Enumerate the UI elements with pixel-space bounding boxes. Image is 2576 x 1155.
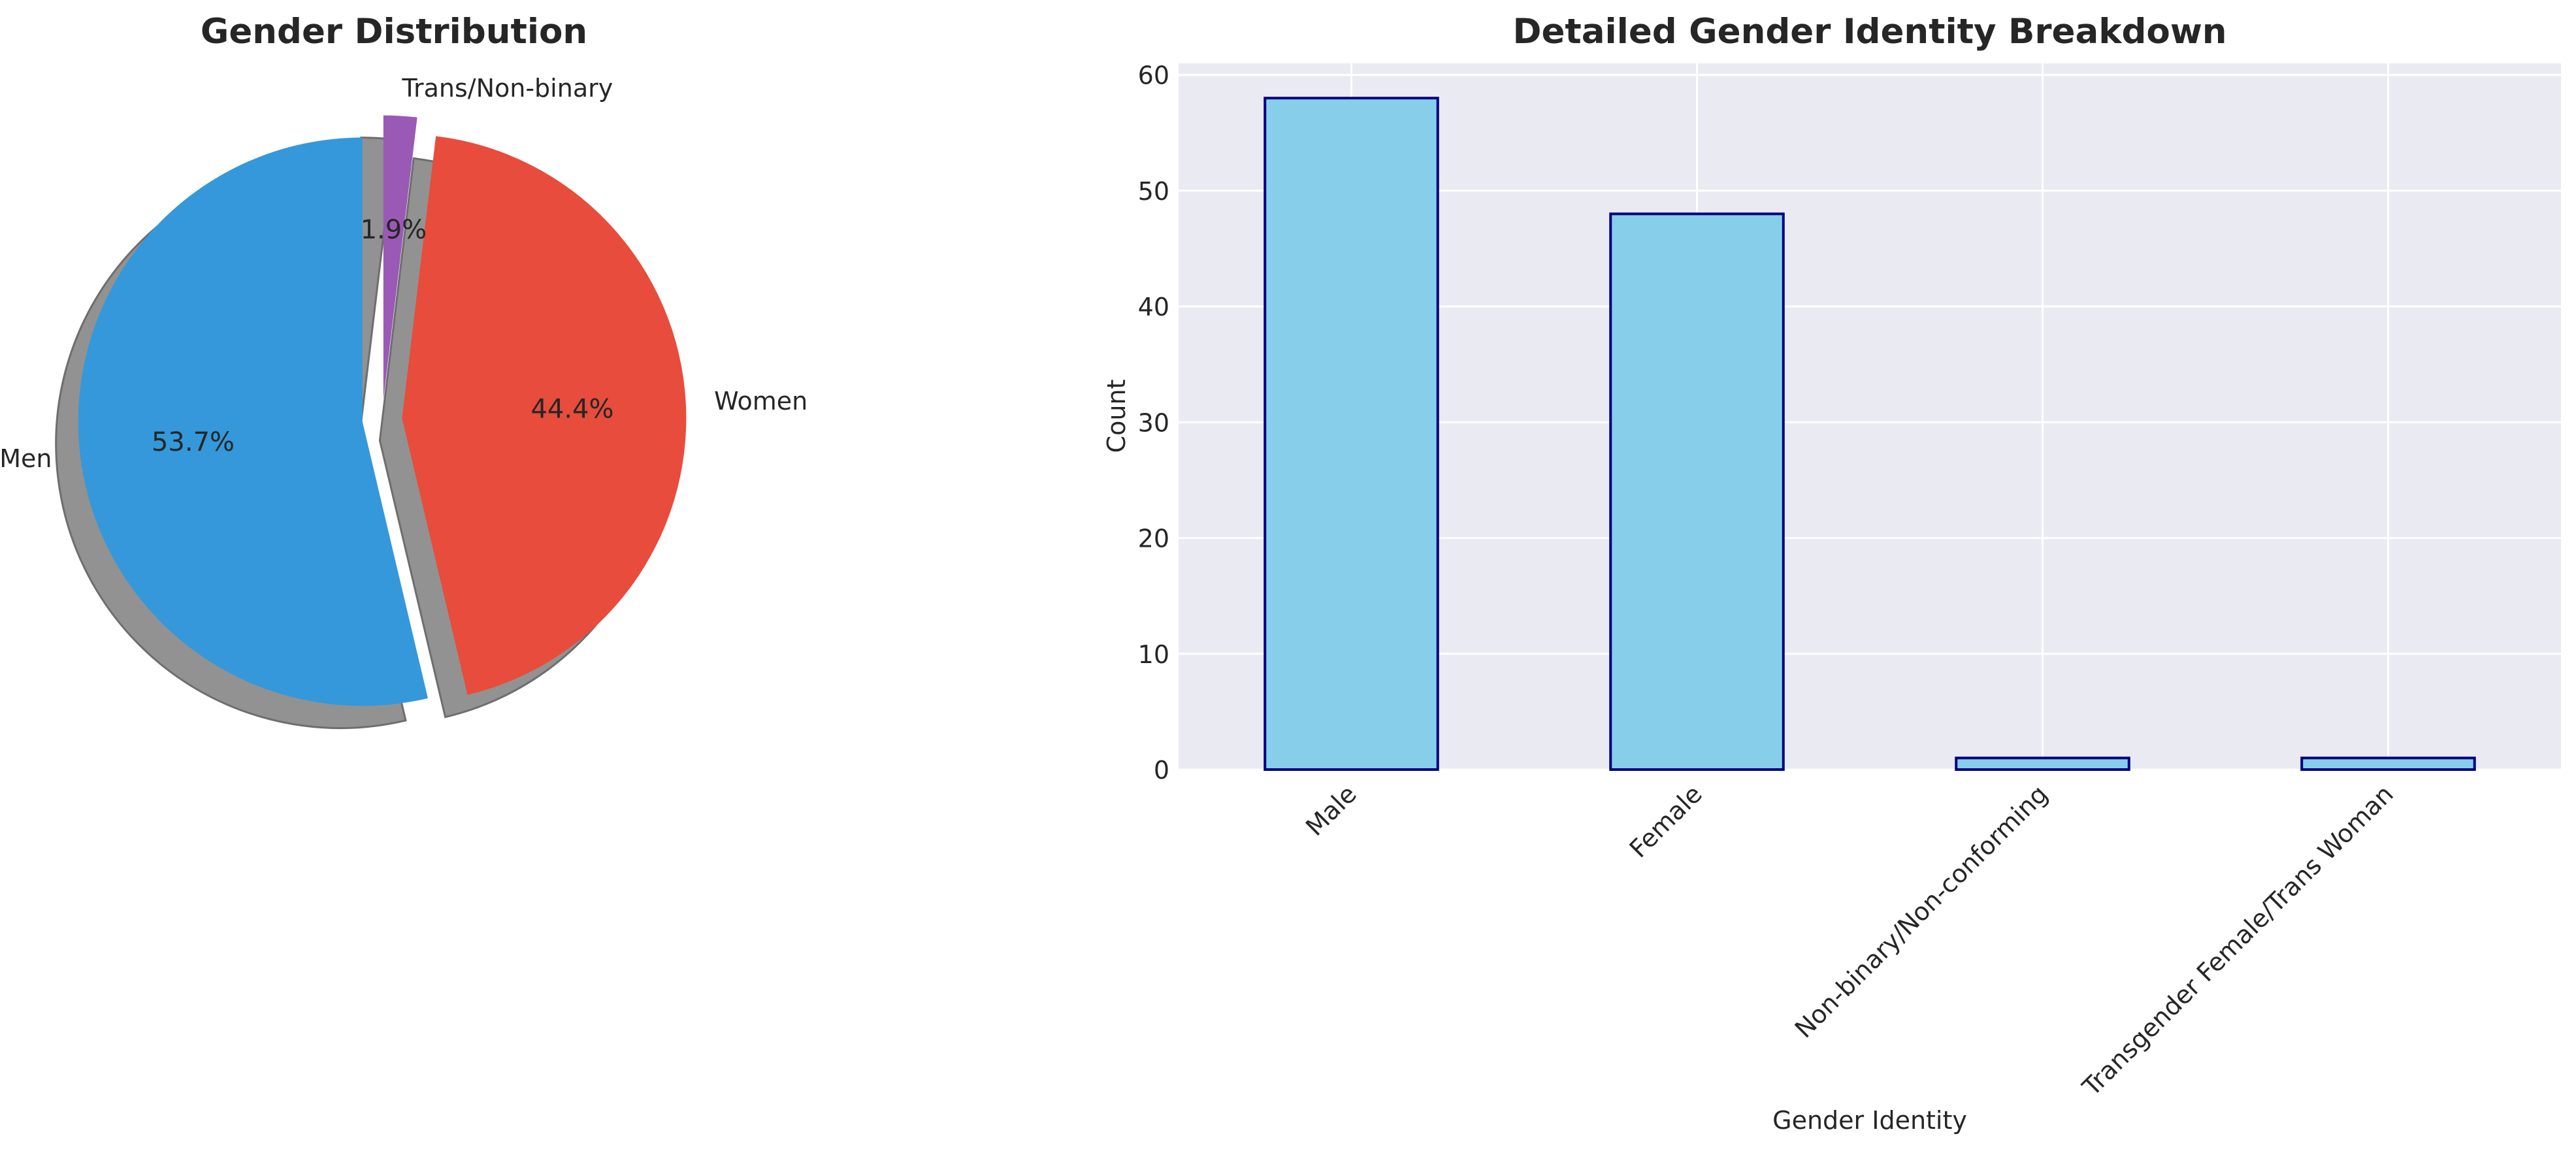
- pie-slice-women: [402, 136, 687, 695]
- bar-transgender-female-trans-woman: [2300, 756, 2476, 771]
- y-tick-labels: 0 10 20 30 40 50 60: [1138, 61, 1169, 785]
- bar-male: [1264, 97, 1439, 771]
- pie-slice-trans-non-binary: [383, 115, 417, 400]
- x-tick-transgender-female-trans-woman: Transgender Female/Trans Woman: [2076, 779, 2398, 1101]
- y-tick-30: 30: [1138, 408, 1169, 437]
- y-tick-20: 20: [1138, 525, 1169, 553]
- pie-pct-trans-non-binary: 1.9%: [361, 215, 427, 245]
- pie-slices: [78, 115, 687, 706]
- bar-chart: Detailed Gender Identity Breakdown 0 10 20…: [1102, 12, 2561, 1135]
- y-tick-10: 10: [1138, 640, 1169, 669]
- pie-pct-women: 44.4%: [530, 395, 613, 425]
- y-tick-50: 50: [1138, 177, 1169, 206]
- pie-label-men: Men: [0, 444, 52, 473]
- pie-title: Gender Distribution: [201, 12, 587, 52]
- x-tick-male: Male: [1300, 779, 1362, 841]
- bar-non-binary-non-conforming: [1955, 756, 2130, 771]
- x-tick-labels: Male Female Non-binary/Non-conforming Trans…: [1300, 779, 2399, 1101]
- y-tick-60: 60: [1138, 61, 1169, 90]
- pie-pct-men: 53.7%: [152, 427, 235, 457]
- y-tick-0: 0: [1154, 756, 1169, 785]
- x-axis-label: Gender Identity: [1772, 1106, 1967, 1135]
- pie-label-trans-non-binary: Trans/Non-binary: [401, 74, 613, 103]
- y-tick-40: 40: [1138, 293, 1169, 321]
- pie-label-women: Women: [714, 387, 807, 415]
- bar-female: [1609, 212, 1785, 771]
- x-tick-non-binary-non-conforming: Non-binary/Non-conforming: [1789, 779, 2053, 1043]
- pie-slice-men: [78, 137, 428, 706]
- pie-chart: Gender Distribution Men 53.7% Women 44.4% Tr…: [0, 12, 807, 730]
- y-axis-label: Count: [1102, 380, 1131, 453]
- bar-title: Detailed Gender Identity Breakdown: [1512, 12, 2226, 52]
- bars: [1264, 97, 2476, 771]
- pie-labels: Men 53.7% Women 44.4% Trans/Non-binary 1.9%: [0, 74, 807, 473]
- x-tick-female: Female: [1624, 779, 1708, 863]
